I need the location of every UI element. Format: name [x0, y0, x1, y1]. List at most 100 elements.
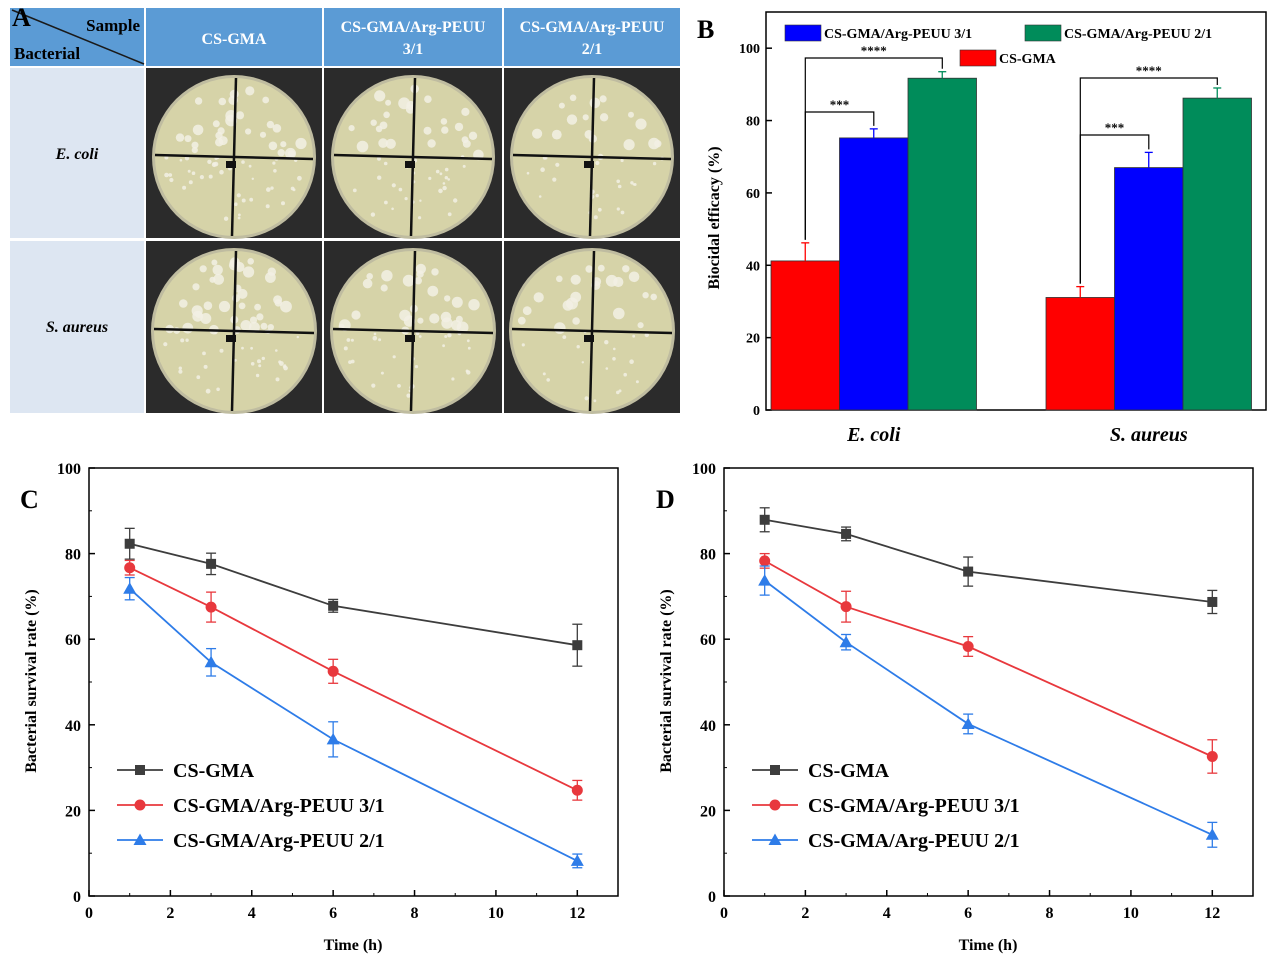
bacterial-colony — [562, 335, 567, 339]
bacterial-colony — [203, 301, 213, 311]
bacterial-colony — [267, 324, 274, 331]
legend-label-cs-gma-arg-peuu-2-1: CS-GMA/Arg-PEUU 2/1 — [173, 830, 385, 852]
bacterial-colony — [605, 367, 609, 370]
bar-cs-gma-arg-peuu-3-1-e-coli — [839, 137, 909, 411]
data-point-cs-gma-arg-peuu-3-1 — [327, 665, 339, 677]
legend-label-cs-gma-arg-peuu-3-1: CS-GMA/Arg-PEUU 3/1 — [824, 27, 972, 42]
bacterial-colony — [178, 369, 183, 374]
bacterial-colony — [238, 213, 241, 217]
bacterial-colony — [350, 338, 354, 342]
bacterial-colony — [584, 396, 589, 401]
data-point-cs-gma — [328, 600, 339, 611]
bacterial-colony — [381, 270, 393, 282]
bacterial-colony — [414, 365, 419, 369]
bacterial-colony — [229, 89, 239, 99]
bacterial-colony — [440, 311, 452, 323]
series-line-cs-gma — [129, 542, 578, 647]
bacterial-colony — [223, 216, 229, 221]
bacterial-colony — [370, 212, 376, 217]
bacterial-colony — [629, 359, 634, 365]
legend-marker-cs-gma-arg-peuu-2-1 — [768, 833, 782, 845]
bacterial-colony — [277, 149, 285, 157]
x-category-label-s-aureus: S. aureus — [1110, 424, 1188, 446]
corner-top-label: Sample — [86, 16, 140, 35]
petri-plate-photos — [146, 68, 680, 414]
bacterial-colony — [546, 378, 550, 382]
row-label-e-coli: E. coli — [55, 146, 99, 163]
bacterial-colony — [442, 344, 445, 348]
bacterial-colony — [234, 358, 237, 362]
bacterial-colony — [273, 295, 283, 305]
significance-stars: **** — [1136, 63, 1162, 78]
bacterial-colony — [379, 121, 388, 130]
bacterial-colony — [280, 141, 287, 148]
bacterial-colony — [191, 147, 198, 154]
data-point-cs-gma — [124, 538, 135, 549]
bacterial-colony — [468, 131, 478, 140]
bacterial-colony — [522, 306, 532, 316]
bacterial-colony — [178, 366, 182, 370]
bacterial-colony — [385, 138, 396, 149]
bacterial-colony — [248, 164, 252, 168]
bacterial-colony — [572, 317, 580, 325]
bacterial-colony — [297, 175, 302, 181]
bacterial-colony — [404, 197, 408, 201]
legend-label-cs-gma: CS-GMA — [173, 760, 255, 782]
bacterial-colony — [182, 185, 187, 190]
bacterial-colony — [279, 361, 284, 366]
bacterial-colony — [265, 204, 270, 209]
bacterial-colony — [348, 360, 352, 364]
bar-cs-gma-arg-peuu-2-1-s-aureus — [1182, 97, 1252, 411]
column-header-cell-1 — [146, 8, 322, 66]
petri-plate-1-1 — [146, 68, 322, 239]
bacterial-colony — [383, 111, 390, 119]
bacterial-colony — [378, 338, 382, 342]
bacterial-colony — [597, 207, 602, 212]
bacterial-colony — [593, 215, 598, 220]
bacterial-colony — [260, 322, 268, 330]
bacterial-colony — [265, 272, 276, 283]
column-header-1: CS-GMA — [202, 31, 267, 48]
bacterial-colony — [366, 273, 374, 280]
legend-label-cs-gma-arg-peuu-2-1: CS-GMA/Arg-PEUU 2/1 — [808, 830, 1020, 852]
bacterial-colony — [595, 160, 600, 166]
bacterial-colony — [187, 169, 191, 173]
bacterial-colony — [612, 357, 616, 361]
bacterial-colony — [391, 183, 396, 188]
bacterial-colony — [444, 176, 448, 180]
bacterial-colony — [453, 198, 458, 203]
bacterial-colony — [241, 346, 244, 350]
bacterial-colony — [250, 346, 254, 350]
bar-cs-gma-arg-peuu-2-1-e-coli — [907, 77, 977, 411]
data-point-cs-gma — [841, 528, 852, 539]
bacterial-colony — [373, 332, 377, 336]
bacterial-colony — [632, 334, 636, 338]
bar-cs-gma-e-coli — [770, 260, 840, 411]
bacterial-colony — [374, 90, 386, 102]
significance-stars: *** — [830, 97, 850, 112]
data-point-cs-gma-arg-peuu-2-1 — [758, 574, 772, 586]
legend-swatch-cs-gma-arg-peuu-3-1 — [784, 24, 822, 42]
data-point-cs-gma-arg-peuu-2-1 — [123, 582, 137, 594]
x-tick-label: 12 — [1204, 905, 1220, 922]
series-line-cs-gma — [764, 518, 1213, 603]
bacterial-colony — [196, 375, 201, 380]
bacterial-colony — [569, 94, 577, 102]
bacterial-colony — [168, 173, 173, 177]
data-point-cs-gma-arg-peuu-3-1 — [124, 562, 136, 574]
bacterial-colony — [427, 285, 439, 297]
data-point-cs-gma — [759, 514, 770, 525]
panel-c-y-axis-label: Bacterial survival rate (%) — [23, 589, 40, 773]
bacterial-colony — [219, 348, 224, 353]
panel-c-letter: C — [20, 485, 39, 514]
bacterial-colony — [213, 161, 219, 167]
panel-c-line-chart: C Bacterial survival rate (%) Time (h) 0… — [20, 461, 619, 954]
bacterial-colony — [192, 283, 200, 291]
bacterial-colony — [184, 156, 190, 161]
bacterial-colony — [466, 370, 471, 375]
bacterial-colony — [552, 177, 557, 182]
corner-diagonal-line — [11, 9, 145, 65]
bacterial-colony — [444, 295, 451, 302]
legend-label-cs-gma: CS-GMA — [999, 52, 1057, 67]
